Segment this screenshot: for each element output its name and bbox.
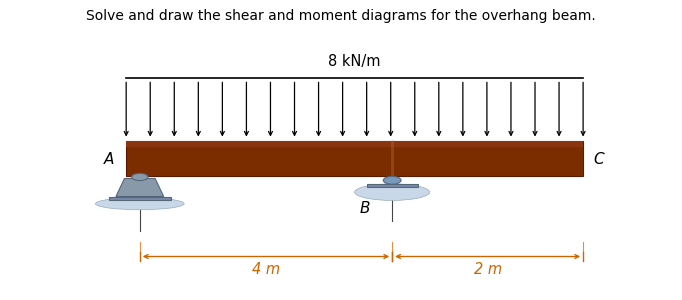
Circle shape (132, 173, 148, 181)
Text: 8 kN/m: 8 kN/m (329, 54, 381, 69)
Polygon shape (116, 178, 164, 196)
Bar (367, 184, 417, 187)
Ellipse shape (355, 184, 430, 200)
Ellipse shape (95, 198, 184, 210)
Bar (109, 196, 170, 200)
Circle shape (383, 176, 401, 184)
Bar (126, 141, 583, 147)
Text: Solve and draw the shear and moment diagrams for the overhang beam.: Solve and draw the shear and moment diag… (86, 9, 596, 23)
Text: C: C (593, 152, 604, 167)
Text: B: B (359, 201, 370, 216)
FancyBboxPatch shape (126, 141, 583, 176)
Text: 4 m: 4 m (252, 262, 280, 278)
Text: 2 m: 2 m (473, 262, 502, 278)
Text: A: A (104, 152, 114, 167)
